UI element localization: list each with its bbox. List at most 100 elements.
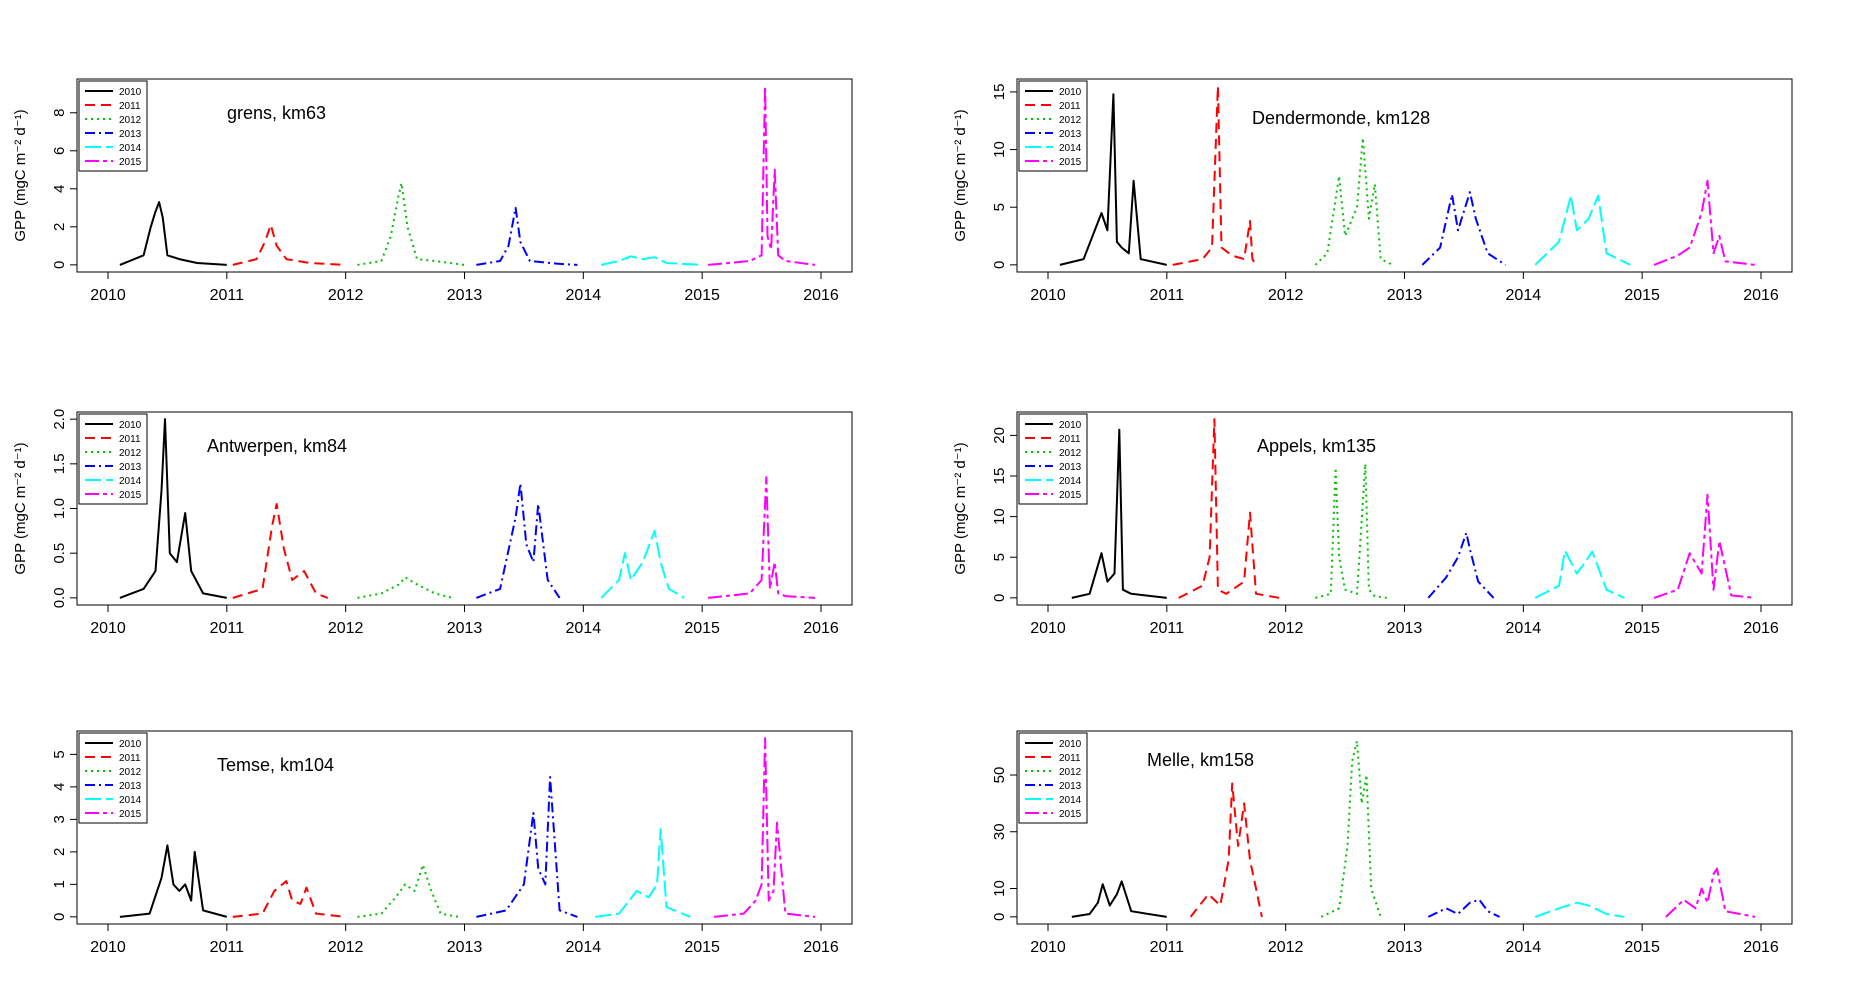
legend-label: 2010 [1059,739,1082,750]
panel-title: Dendermonde, km128 [1252,108,1430,128]
y-tick-label: 1.5 [51,453,68,474]
x-tick-label: 2010 [1030,620,1066,637]
y-tick-label: 1 [51,880,68,888]
x-tick-label: 2013 [1387,939,1423,956]
x-tick-label: 2014 [566,287,602,304]
x-tick-label: 2011 [210,939,245,956]
panel-6: 2010 2011 2012 2013 2014 2015 2016 0 10 30 50 Melle… [991,730,1793,956]
legend-label: 2014 [119,795,142,806]
series-line-2010 [1071,880,1167,918]
y-tick-label: 8 [51,109,68,117]
legend-label: 2012 [1059,448,1082,459]
y-tick-label: 10 [991,508,1008,525]
x-tick-label: 2011 [1150,939,1185,956]
x-tick-label: 2016 [803,939,839,956]
legend-label: 2015 [119,490,142,501]
y-tick-label: 4 [51,783,68,791]
legend-label: 2010 [119,87,142,98]
legend-label: 2013 [119,462,142,473]
legend-box [1018,80,1088,172]
panel-title: Melle, km158 [1147,750,1254,770]
legend: 2010 2011 2012 2013 2014 2015 [1018,732,1088,824]
legend-label: 2015 [1059,157,1082,168]
legend-label: 2011 [1059,101,1081,112]
x-tick-label: 2013 [1387,620,1423,637]
series-line-2015 [708,85,816,266]
x-tick-label: 2014 [566,939,602,956]
series-line-2014 [595,828,691,918]
x-tick-label: 2014 [1506,287,1542,304]
y-tick-label: 50 [991,767,1008,784]
y-tick-label: 0 [991,913,1008,921]
legend-label: 2011 [119,434,141,445]
legend-label: 2012 [119,448,142,459]
x-tick-label: 2016 [1743,620,1779,637]
legend: 2010 2011 2012 2013 2014 2015 [1018,413,1088,505]
y-tick-label: 0 [51,913,68,921]
legend-label: 2013 [1059,781,1082,792]
series-line-2012 [1314,137,1394,266]
x-tick-label: 2015 [1624,939,1660,956]
y-tick-label: 15 [991,468,1008,485]
y-tick-label: 0 [991,594,1008,602]
legend-label: 2014 [1059,795,1082,806]
x-tick-label: 2013 [1387,287,1423,304]
x-tick-label: 2013 [447,620,483,637]
x-tick-label: 2014 [1506,939,1542,956]
y-tick-label: 4 [51,185,68,193]
plot-frame [1016,730,1793,925]
panel-title: Temse, km104 [217,755,334,775]
legend-label: 2012 [119,767,142,778]
legend: 2010 2011 2012 2013 2014 2015 [78,80,148,172]
x-tick-label: 2012 [1268,287,1304,304]
legend-label: 2015 [119,157,142,168]
series-line-2011 [1172,85,1257,266]
series-line-2013 [476,206,578,266]
series-line-2010 [119,844,228,918]
series-line-2010 [1059,93,1168,266]
series-line-2011 [1189,782,1263,918]
series-line-2012 [1315,462,1387,599]
panel-title: Appels, km135 [1257,436,1376,456]
panel-4: 2010 2011 2012 2013 2014 2015 2016 0 5 10 15 20 GPP … [952,411,1793,637]
legend-label: 2013 [1059,129,1082,140]
legend-box [78,80,148,172]
y-tick-label: 5 [991,203,1008,211]
legend-label: 2013 [119,781,142,792]
series-line-2013 [1427,531,1495,599]
series-line-2015 [713,737,816,918]
y-axis-label: GPP (mgC m⁻² d⁻¹) [952,109,969,241]
legend-label: 2014 [119,476,142,487]
legend-box [78,413,148,505]
y-tick-label: 0 [51,261,68,269]
legend-label: 2013 [1059,462,1082,473]
series-line-2015 [1653,179,1756,266]
y-tick-label: 2.0 [51,409,68,430]
legend-label: 2010 [1059,87,1082,98]
y-tick-label: 15 [991,84,1008,101]
legend-box [1018,732,1088,824]
x-tick-label: 2011 [1150,287,1185,304]
y-tick-label: 5 [51,750,68,758]
series-line-2012 [357,576,453,599]
series-line-2013 [1427,898,1501,918]
y-tick-label: 0.0 [51,587,68,608]
x-tick-label: 2014 [566,620,602,637]
legend-label: 2011 [1059,753,1081,764]
series-line-2010 [119,201,227,266]
series-line-2013 [476,776,578,918]
series-line-2011 [232,880,346,918]
series-line-2010 [1071,428,1167,599]
x-tick-label: 2016 [803,287,839,304]
legend: 2010 2011 2012 2013 2014 2015 [1018,80,1088,172]
legend-label: 2014 [119,143,142,154]
x-tick-label: 2010 [1030,287,1066,304]
legend-label: 2011 [1059,434,1081,445]
panel-1: 2010 2011 2012 2013 2014 2015 2016 0 2 4 6 8 GPP (mg… [12,78,853,304]
y-tick-label: 6 [51,147,68,155]
series-line-2015 [707,476,816,599]
legend-label: 2010 [1059,420,1082,431]
y-tick-label: 30 [991,823,1008,840]
panel-3: 2010 2011 2012 2013 2014 2015 2016 0.0 0.5 1.0 1.5… [12,409,853,637]
y-tick-label: 2 [51,223,68,231]
